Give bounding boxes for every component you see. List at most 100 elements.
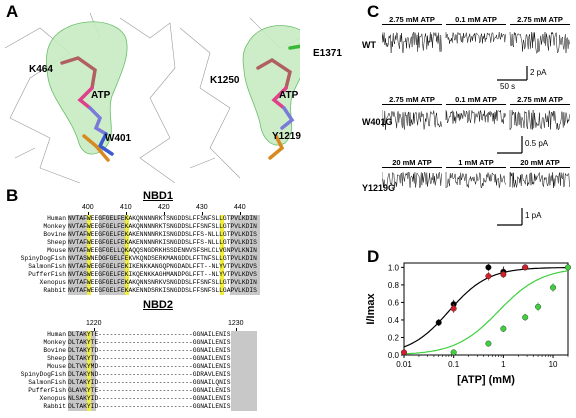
ruler-tick [202,212,203,215]
dose-response-chart: 0.0 0.2 0.4 0.6 0.8 1.0 0.01 0.1 1 10 [ATP] (mM) I/… [365,262,571,386]
atp-bar-w401g-3: 2.75 mM ATP [510,95,570,105]
panel-label-c: C [367,2,380,21]
label-w401: W401 [105,133,132,144]
atp-bar-w401g-2: 0.1 mM ATP [446,95,506,105]
y1219-highlight [87,331,91,411]
species-name: Human [47,215,66,222]
scale-amp-y1219g: 1 pA [525,211,542,220]
sequence-row: DLTAKYTD-------------------------GGNAILE… [68,355,231,362]
trace-label-w401g: W401G [362,117,393,127]
species-name: PufferFish [28,387,66,394]
sequence-row: NVTAFWEEGFGELFEKAKENNDSRKISNGDDSLFFSNFSL… [68,287,257,294]
sequence-row: GLAVKYTE-------------------------GGNAILE… [68,387,231,394]
sequence-row: DLTAKYID-------------------------GGNAILE… [68,403,231,410]
y-tick-label: 0.2 [388,333,400,342]
ruler-tick [236,328,237,331]
sequence-row: NVTAFWEEGFGELFEKAKENNNNRKISNGDDSLFFS-NLL… [68,231,257,238]
sequence-row: NVTAFWEEGFGELFEKAKENNNNRKISNGDDSLFFS-NLL… [68,239,257,246]
trace-segment [382,31,442,54]
x-axis-label: [ATP] (mM) [457,374,515,386]
y-tick-label: 0.4 [388,316,400,325]
nbd2-species-list: Human Monkey Bovine Sheep Mouse SpinyDog… [18,331,66,411]
scale-amp-wt: 2 pA [530,68,547,77]
data-point [485,264,492,271]
trace-segment [445,109,506,124]
species-name: PufferFish [28,271,66,278]
atp-bar-wt-2: 0.1 mM ATP [446,15,506,25]
label-k1250: K1250 [210,75,240,86]
scale-amp-w401g: 0.5 pA [525,139,549,148]
w401-highlight [87,215,91,295]
nbd2-title: NBD2 [143,299,173,311]
y-tick-label: 0.6 [388,298,400,307]
label-atp-right: ATP [279,90,299,101]
conserved-shade [230,215,260,295]
species-name: Xenopus [39,279,66,286]
atp-bar-y1219g-3: 20 mM ATP [510,158,570,168]
trace-area [382,31,570,226]
x-tick-label: 0.01 [396,360,412,369]
species-name: Monkey [43,223,66,230]
trace-segment [445,31,506,44]
ruler-420: 420 [158,204,170,211]
atp-bar-wt-1: 2.75 mM ATP [382,15,442,25]
ruler-tick [94,328,95,331]
sequence-row: DLTAKYTE-------------------------GGNAILE… [68,339,231,346]
x-tick-label: 10 [549,360,558,369]
label-y1219: Y1219 [272,131,301,142]
ruler-tick [164,212,165,215]
structure-figure [4,12,300,183]
species-name: Sheep [47,239,66,246]
data-point [522,264,529,271]
data-point [485,273,492,280]
ruler-1220: 1220 [86,320,102,327]
species-name: Rabbit [43,403,66,410]
sequence-row: NVTASWEEGFGELFEKIKQENKKAGHMANDPGLFFT--NL… [68,271,257,278]
ruler-440: 440 [234,204,246,211]
species-name: SpinyDogFish [20,371,66,378]
fit-curve [403,267,568,348]
ruler-tick [126,212,127,215]
sequence-row: NLSAKYID-------------------------GGNAILE… [68,395,231,402]
sequence-row: NVTAFWEEGFGELFEKAKQNNNNRKTSNGDDSLFFSNFSL… [68,215,257,222]
ruler-410: 410 [120,204,132,211]
x-tick-label: 1 [501,360,506,369]
nbd1-title: NBD1 [143,190,173,202]
species-name: Xenopus [39,395,66,402]
trace-segment [445,171,506,189]
sequence-row: NVTAFWEEGFGELFEKAKQNNNNRKTSNGDDSLFFSNFSL… [68,223,257,230]
sequence-row: DLTVKYMD-------------------------GGNAILE… [68,363,231,370]
data-point [535,303,542,310]
ruler-400: 400 [82,204,94,211]
species-name: SalmonFish [28,379,66,386]
k-highlight [125,215,129,295]
x-tick-label: 0.1 [448,360,460,369]
species-name: Mouse [47,247,66,254]
data-point [522,314,529,321]
trace-segment [382,110,442,130]
ruler-1230: 1230 [228,320,244,327]
species-name: Sheep [47,355,66,362]
y-tick-label: 0.8 [388,281,400,290]
trace-segment [509,172,570,189]
data-point [485,340,492,347]
fit-curve [403,270,569,355]
data-point [500,271,507,278]
ruler-tick [88,212,89,215]
panel-label-d: D [367,247,380,266]
scale-time-wt: 50 s [500,82,516,91]
conserved-shade [68,215,90,295]
nbd1-species-list: Human Monkey Bovine Sheep Mouse SpinyDog… [18,215,66,295]
y-tick-label: 0.0 [388,351,400,360]
atp-bar-y1219g-1: 20 mM ATP [382,158,442,168]
data-point [450,349,457,356]
atp-bar-y1219g-2: 1 mM ATP [446,158,506,168]
label-atp-left: ATP [91,90,111,101]
current-traces [382,31,570,189]
left-atp-sticks [60,56,114,162]
conserved-shade [99,215,129,295]
conserved-shade [231,331,257,411]
species-name: SpinyDogFish [20,255,66,262]
sequence-row: NVTAFWEEGFGELLQKAQQSNGDRKHSSDENNVSFSHLCL… [68,247,257,254]
nbd1-sequences: NVTAFWEEGFGELFEKAKQNNNNRKTSNGDDSLFFSNFSL… [68,215,257,295]
